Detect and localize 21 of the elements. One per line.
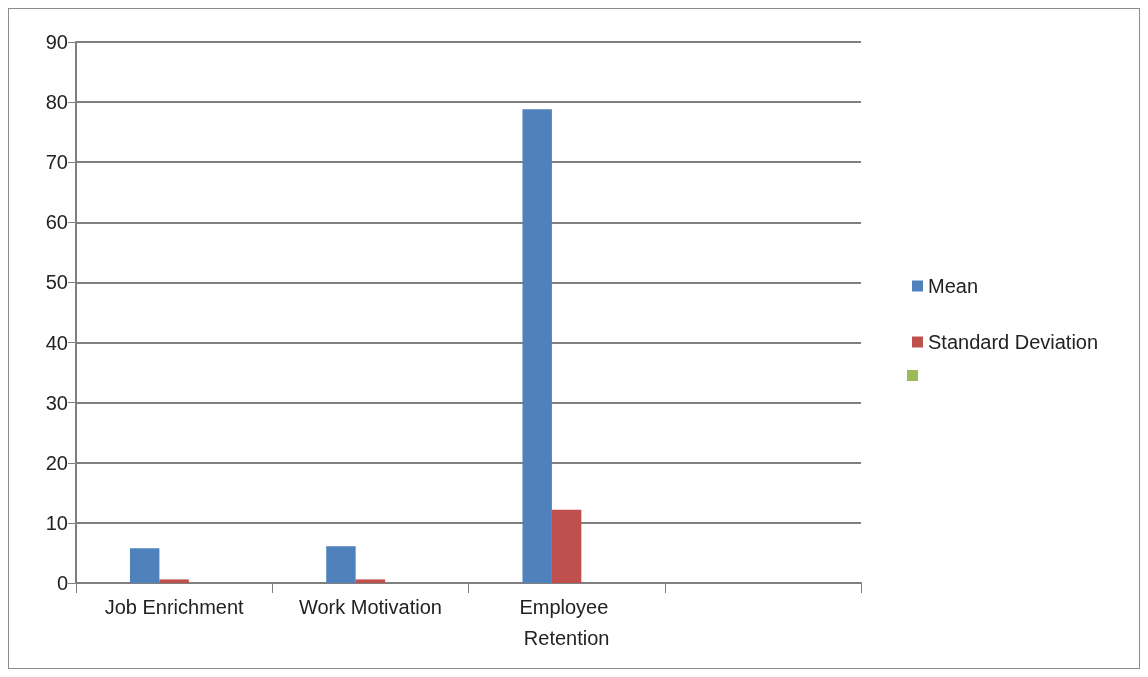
y-tick-label: 40 xyxy=(45,331,68,354)
legend-label: Mean xyxy=(928,275,979,297)
y-tick-label: 10 xyxy=(45,511,68,534)
x-tick-label: Job Enrichment xyxy=(104,595,245,618)
y-tick-label: 30 xyxy=(45,391,68,414)
y-tick-label: 80 xyxy=(45,91,68,114)
bar xyxy=(355,579,386,583)
y-tick-label: 60 xyxy=(45,211,68,234)
legend-label: Standard Deviation xyxy=(928,331,1099,353)
bar xyxy=(551,509,582,583)
y-tick-label: 90 xyxy=(45,31,68,53)
y-tick-label: 20 xyxy=(45,451,68,474)
bar xyxy=(522,109,552,583)
y-tick-label: 70 xyxy=(45,151,68,174)
x-tick-label: Employee Retention xyxy=(519,595,614,649)
y-tick-label: 0 xyxy=(56,572,68,594)
bar xyxy=(326,546,356,583)
x-tick-label: Work Motivation xyxy=(298,595,442,618)
bar xyxy=(129,548,160,583)
y-tick-label: 50 xyxy=(45,271,68,294)
bar xyxy=(159,579,189,583)
